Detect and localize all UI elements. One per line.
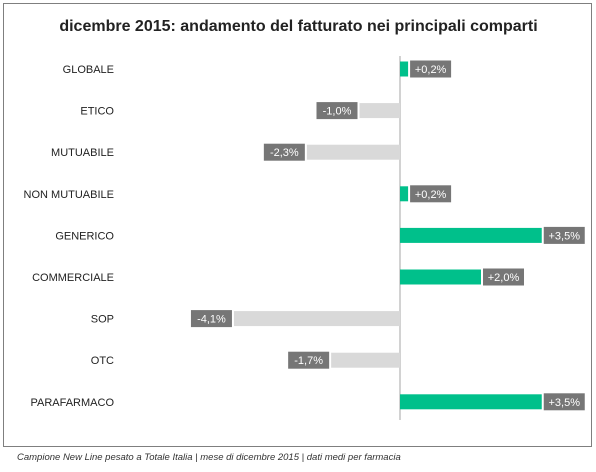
category-label: SOP: [91, 314, 114, 326]
data-label-box: [316, 102, 358, 120]
chart-frame: dicembre 2015: andamento del fatturato n…: [3, 3, 592, 447]
category-label: NON MUTUABILE: [24, 189, 114, 201]
chart-title: dicembre 2015: andamento del fatturato n…: [59, 18, 538, 35]
bar: [359, 103, 400, 119]
data-label-box: [543, 393, 585, 411]
category-label: GENERICO: [55, 230, 114, 242]
data-label: +0,2%: [415, 64, 447, 76]
data-label-box: [410, 185, 452, 203]
bar: [400, 394, 542, 410]
data-label-box: [410, 60, 452, 78]
data-label: +0,2%: [415, 189, 447, 201]
data-label-box: [483, 268, 524, 286]
data-label: +3,5%: [549, 230, 581, 242]
bar: [306, 144, 400, 160]
bar: [400, 269, 481, 285]
category-label: OTC: [91, 355, 114, 367]
category-label: COMMERCIALE: [32, 272, 114, 284]
category-label: MUTUABILE: [51, 147, 114, 159]
data-label: -1,0%: [323, 106, 352, 118]
bar: [400, 61, 409, 77]
bar: [400, 227, 542, 243]
data-label: -4,1%: [197, 314, 226, 326]
footnote: Campione New Line pesato a Totale Italia…: [17, 452, 401, 463]
bar: [400, 186, 409, 202]
data-label-box: [263, 143, 305, 161]
data-label-box: [288, 351, 330, 369]
data-label-box: [190, 310, 232, 328]
data-label: -2,3%: [270, 147, 299, 159]
category-label: ETICO: [80, 106, 114, 118]
bar: [233, 311, 400, 327]
category-label: GLOBALE: [63, 64, 114, 76]
data-label: +2,0%: [488, 272, 520, 284]
data-label: +3,5%: [549, 397, 581, 409]
category-label: PARAFARMACO: [30, 397, 114, 409]
bar: [331, 352, 400, 368]
data-label-box: [543, 226, 585, 244]
data-label: -1,7%: [294, 355, 323, 367]
